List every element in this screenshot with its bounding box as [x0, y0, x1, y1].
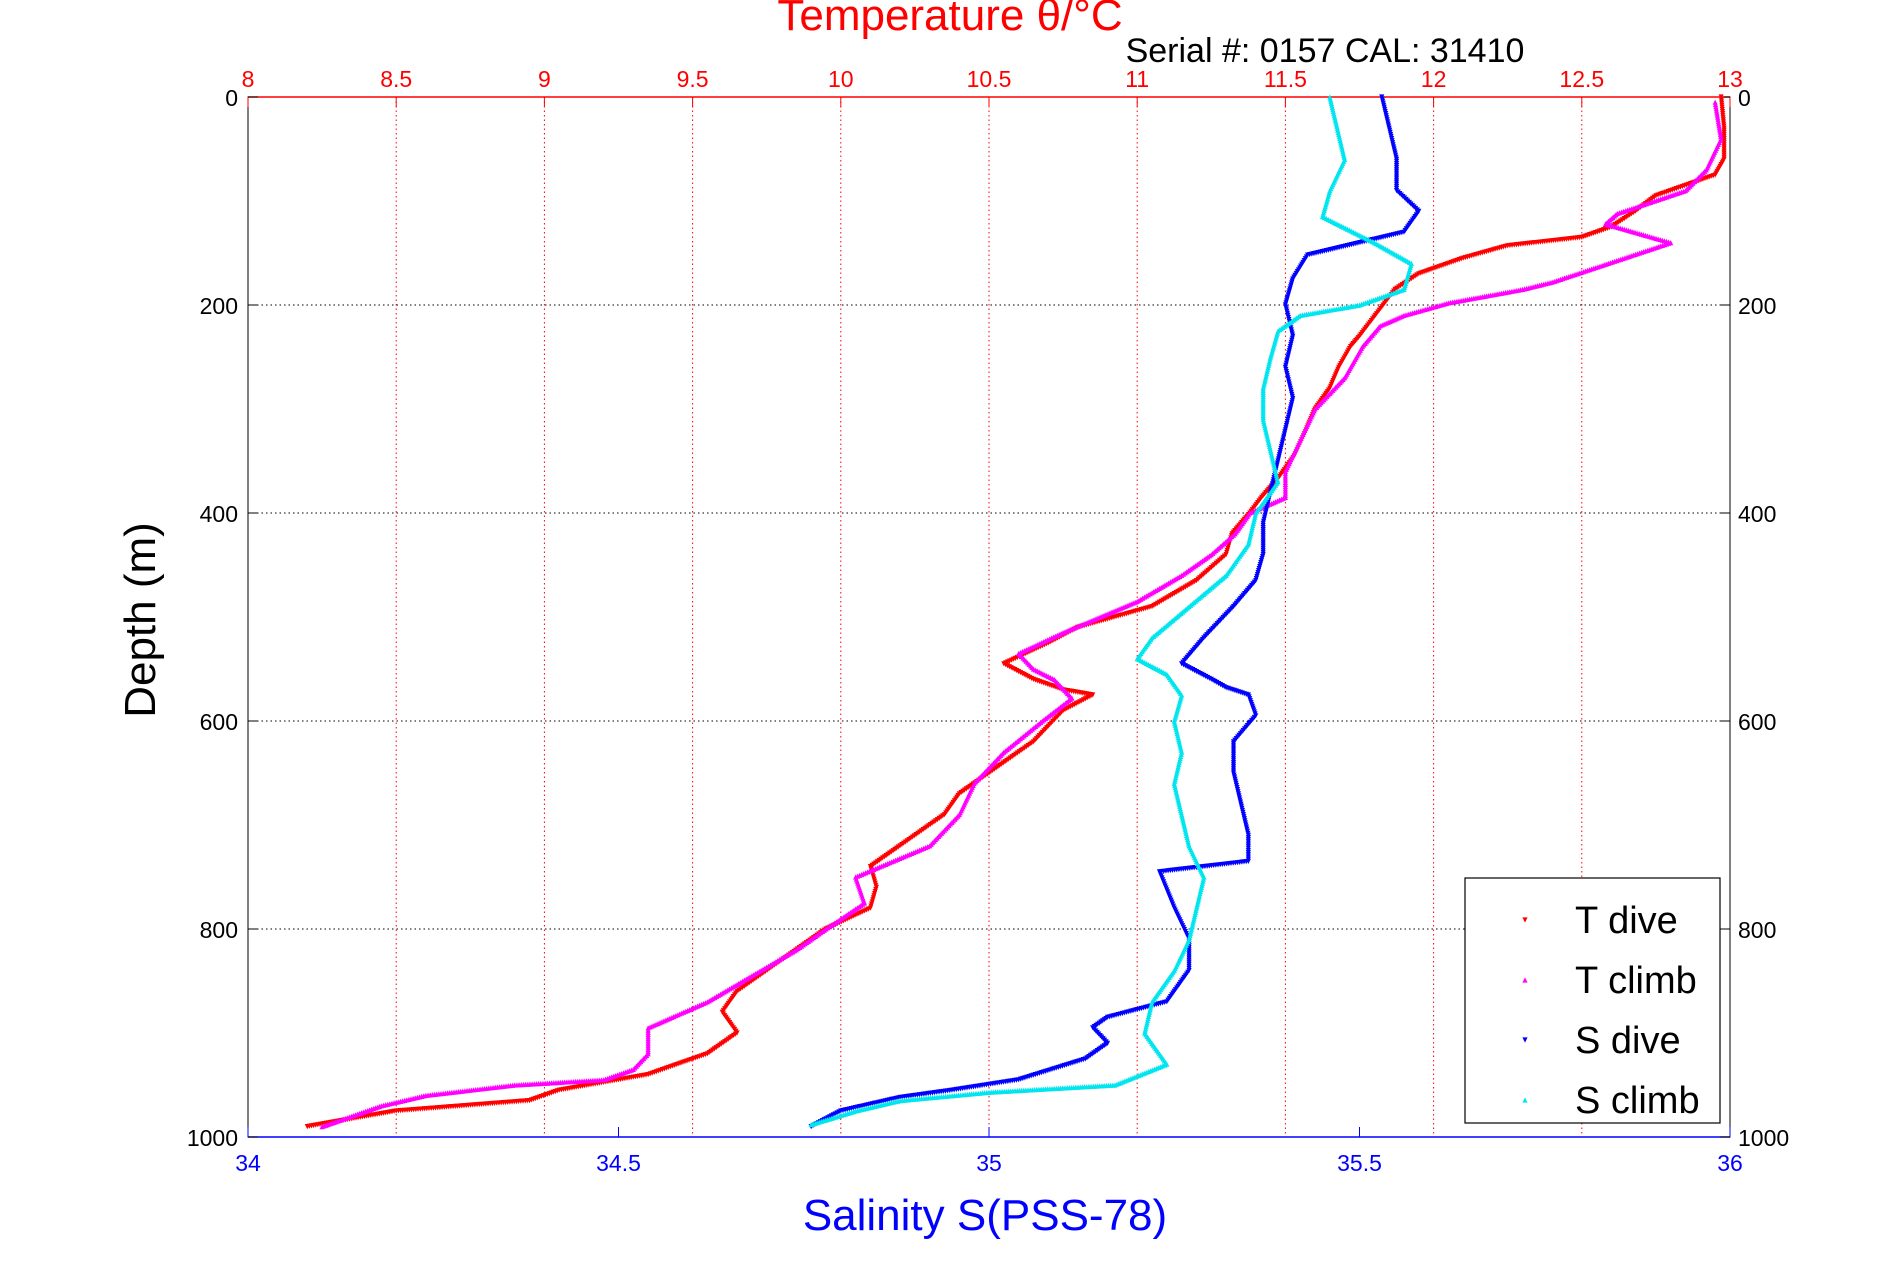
temperature-tick-label: 12.5	[1559, 66, 1604, 92]
legend-label: S dive	[1575, 1020, 1681, 1062]
temperature-tick-label: 10.5	[967, 66, 1012, 92]
legend-box	[1464, 877, 1721, 1124]
data-point	[1716, 123, 1722, 129]
salinity-tick-label: 35	[976, 1150, 1002, 1176]
data-point	[1712, 101, 1719, 107]
data-point	[1713, 108, 1720, 114]
data-point	[1713, 106, 1719, 112]
y-axis-label: Depth (m)	[116, 522, 165, 718]
legend-items: T dive T climb S dive S climb	[1522, 900, 1700, 1122]
legend-marker	[1522, 977, 1528, 983]
salinity-tick-label: 34	[235, 1150, 261, 1176]
data-point	[1715, 116, 1721, 122]
temperature-tick-label: 8.5	[380, 66, 412, 92]
depth-tick-label-right: 0	[1738, 85, 1751, 111]
data-point	[1714, 110, 1720, 116]
depth-tick-label-right: 200	[1738, 293, 1776, 319]
legend-entry-t-climb: T climb	[1522, 960, 1697, 1002]
temperature-tick-label: 9.5	[677, 66, 709, 92]
depth-tick-label-right: 1000	[1738, 1125, 1789, 1151]
chart-subtitle: Serial #: 0157 CAL: 31410	[1126, 32, 1525, 70]
legend: T dive T climb S dive S climb	[1464, 877, 1721, 1124]
depth-tick-label-right: 600	[1738, 709, 1776, 735]
x-axis-label: Salinity S(PSS-78)	[803, 1191, 1167, 1240]
data-point	[304, 1124, 310, 1130]
data-point	[319, 1124, 325, 1130]
data-point	[1712, 99, 1718, 105]
series-layer	[304, 94, 1727, 1130]
data-point	[1718, 133, 1724, 140]
legend-entry-s-dive: S dive	[1522, 1020, 1681, 1062]
data-point	[1717, 131, 1724, 137]
legend-marker	[1522, 1097, 1528, 1103]
data-point	[1716, 125, 1722, 131]
legend-label: S climb	[1575, 1080, 1700, 1122]
depth-tick-label-left: 600	[200, 709, 238, 735]
legend-entry-s-climb: S climb	[1522, 1080, 1700, 1122]
legend-entry-t-dive: T dive	[1522, 900, 1678, 942]
data-point	[1713, 103, 1719, 110]
series-s-dive	[808, 94, 1422, 1130]
temperature-tick-label: 13	[1717, 66, 1743, 92]
data-point	[1715, 114, 1721, 120]
data-point	[1715, 118, 1721, 125]
depth-tick-label-left: 400	[200, 501, 238, 527]
chart-title: Temperature θ/°C	[777, 0, 1122, 40]
legend-marker	[1522, 917, 1528, 923]
data-point	[1714, 112, 1720, 118]
salinity-tick-label: 35.5	[1337, 1150, 1382, 1176]
depth-tick-label-right: 800	[1738, 917, 1776, 943]
temperature-tick-label: 10	[828, 66, 854, 92]
legend-marker	[1522, 1037, 1528, 1043]
legend-label: T climb	[1575, 960, 1697, 1002]
series-s-climb	[808, 94, 1414, 1128]
temperature-tick-label: 12	[1421, 66, 1447, 92]
depth-tick-label-left: 0	[225, 85, 238, 111]
temperature-tick-label: 11.5	[1264, 66, 1307, 92]
depth-tick-label-left: 1000	[187, 1125, 238, 1151]
depth-tick-label-left: 200	[200, 293, 238, 319]
depth-tick-label-left: 800	[200, 917, 238, 943]
data-point	[808, 1121, 814, 1128]
temperature-tick-label: 11	[1125, 66, 1149, 92]
temperature-tick-label: 9	[538, 66, 551, 92]
legend-label: T dive	[1575, 900, 1678, 942]
temperature-tick-label: 8	[242, 66, 255, 92]
ticks: 8 8.5 9 9.5 10 10.5 11 11.5 12 12.5 13 34 34.5 35 35.5…	[187, 66, 1789, 1176]
depth-tick-label-right: 400	[1738, 501, 1776, 527]
data-point	[1717, 129, 1723, 135]
data-point	[1716, 121, 1722, 127]
salinity-tick-label: 36	[1717, 1150, 1743, 1176]
data-point	[1717, 127, 1723, 133]
salinity-tick-label: 34.5	[596, 1150, 641, 1176]
